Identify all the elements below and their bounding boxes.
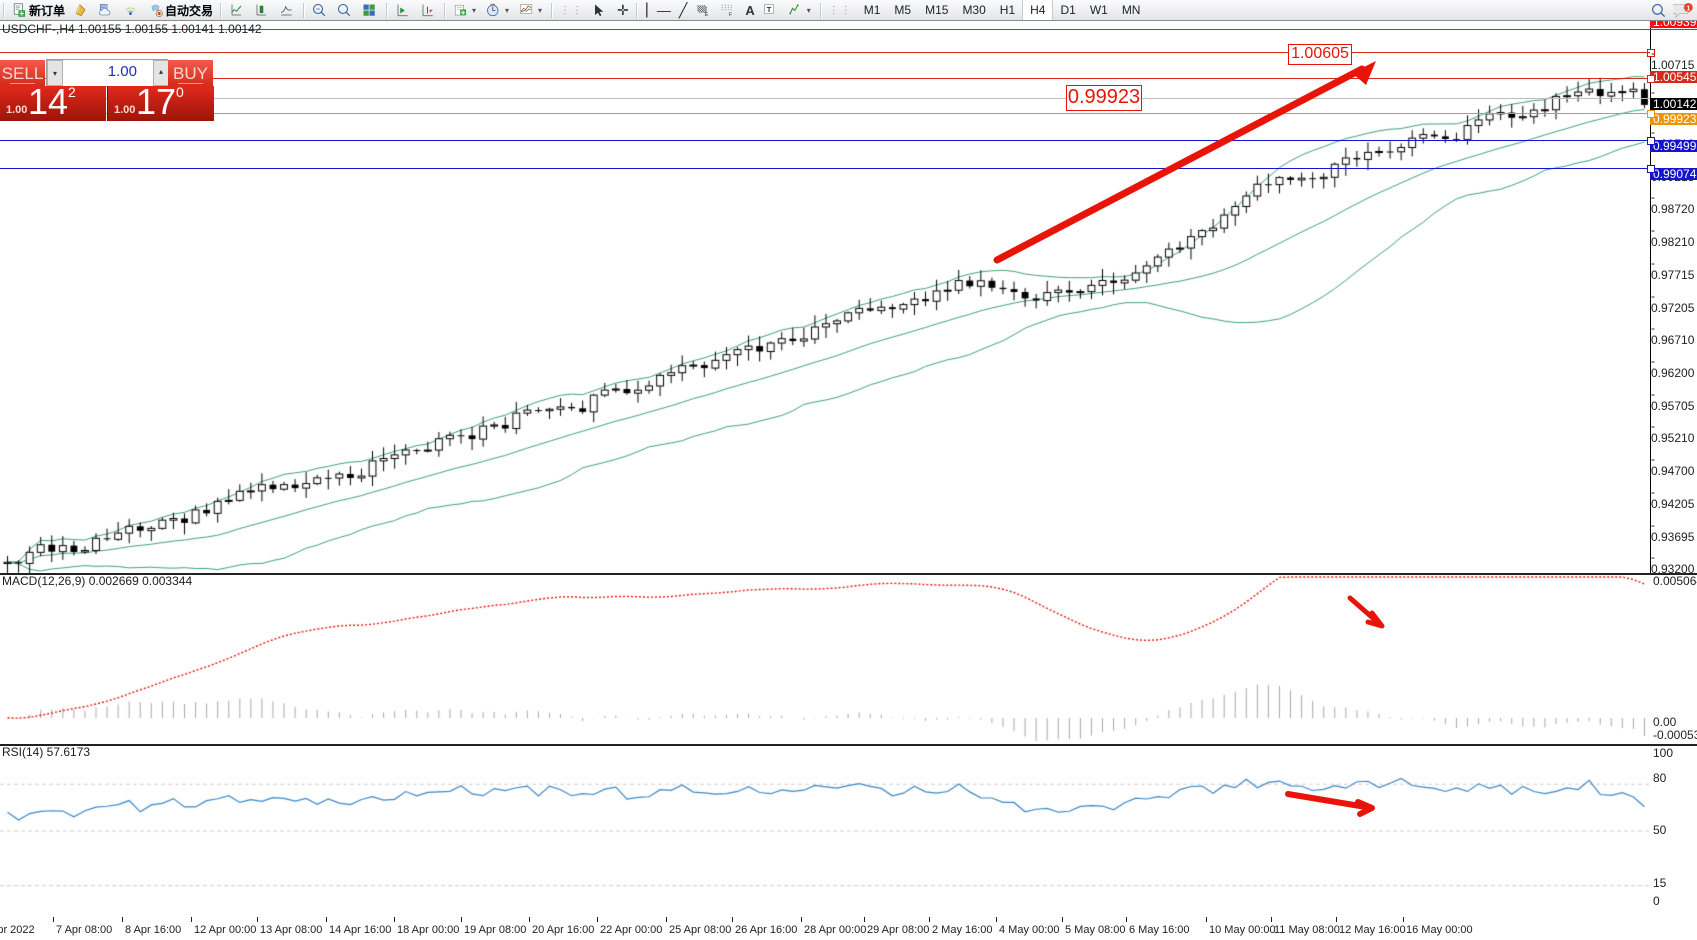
svg-text:E: E [705,11,709,17]
svg-text:F: F [729,11,732,17]
svg-text:1: 1 [1686,4,1690,12]
svg-text:T: T [767,5,772,14]
